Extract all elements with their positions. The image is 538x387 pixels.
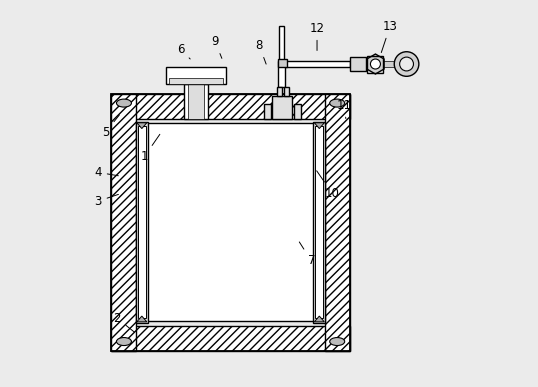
Bar [185, 84, 208, 118]
Bar [264, 104, 271, 118]
Bar [325, 94, 350, 351]
Bar [381, 60, 400, 67]
Bar [367, 55, 384, 72]
Bar [188, 84, 204, 118]
Bar [111, 94, 350, 118]
Text: 2: 2 [114, 312, 134, 332]
Text: 8: 8 [256, 39, 266, 64]
Bar [313, 122, 325, 323]
Bar [272, 96, 293, 118]
Bar [284, 87, 288, 96]
Bar [315, 126, 323, 319]
Text: 10: 10 [317, 171, 340, 200]
Circle shape [400, 57, 414, 71]
Text: 5: 5 [102, 115, 119, 139]
Bar [285, 60, 350, 67]
Polygon shape [367, 54, 384, 74]
Text: 6: 6 [177, 43, 190, 59]
Polygon shape [314, 123, 324, 128]
Ellipse shape [330, 99, 345, 107]
Bar [278, 59, 287, 67]
Bar [279, 26, 284, 60]
Bar [294, 104, 301, 118]
Bar [111, 326, 350, 351]
Text: 4: 4 [94, 166, 118, 179]
Ellipse shape [116, 337, 131, 346]
Polygon shape [137, 316, 147, 322]
Circle shape [394, 52, 419, 76]
Text: 3: 3 [94, 194, 118, 208]
Bar [278, 60, 285, 87]
Bar [277, 87, 282, 96]
Text: 13: 13 [381, 20, 398, 53]
Text: 1: 1 [140, 134, 160, 163]
Text: 12: 12 [309, 22, 324, 50]
Text: 11: 11 [336, 99, 351, 118]
Bar [111, 94, 137, 351]
Bar [166, 67, 226, 84]
Ellipse shape [116, 99, 131, 107]
Bar [169, 78, 223, 84]
Ellipse shape [330, 337, 345, 346]
Bar [350, 57, 366, 71]
Bar [136, 122, 148, 323]
Polygon shape [314, 316, 324, 322]
Circle shape [371, 59, 380, 69]
Text: 7: 7 [299, 242, 315, 267]
Bar [111, 94, 350, 351]
Bar [138, 126, 146, 319]
Bar [141, 123, 320, 322]
Polygon shape [137, 123, 147, 128]
Text: 9: 9 [211, 35, 222, 58]
